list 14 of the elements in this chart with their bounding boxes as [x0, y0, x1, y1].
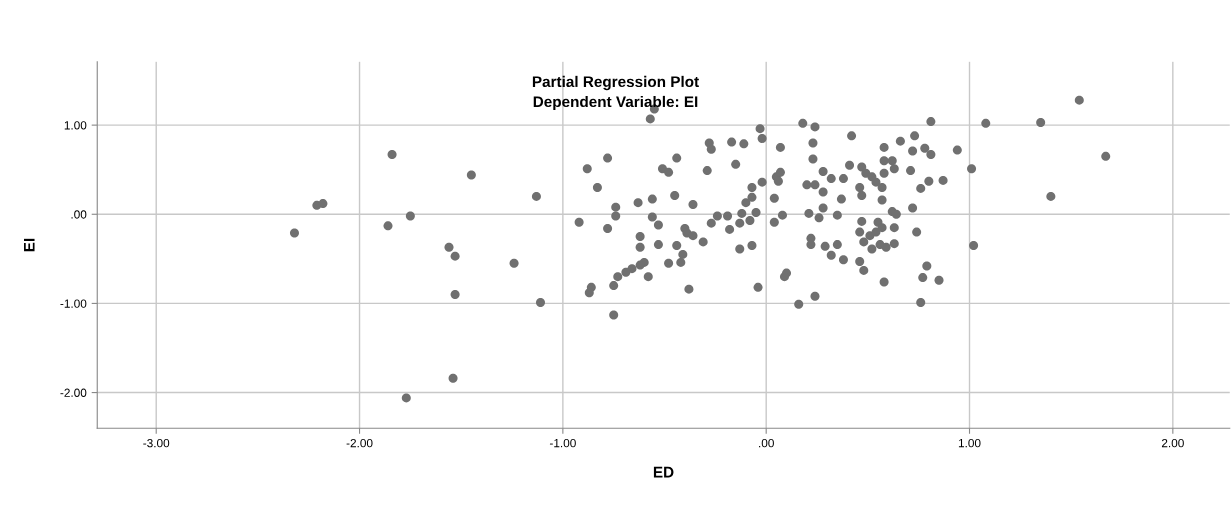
y-tick-label: -1.00: [60, 299, 87, 308]
x-tick-label: -3.00: [143, 438, 170, 448]
x-axis-title: ED: [653, 466, 674, 478]
x-tick-label: 1.00: [958, 438, 981, 448]
x-tick-label: -1.00: [549, 438, 576, 448]
x-tick-label: -2.00: [346, 438, 373, 448]
text: Dependent Variable: EI: [533, 95, 698, 111]
y-tick-label: 1.00: [64, 121, 87, 130]
y-axis-title: EI: [24, 238, 35, 252]
y-tick-label: .00: [71, 210, 87, 219]
x-tick-label: 2.00: [1161, 438, 1184, 448]
x-tick-label: .00: [759, 438, 774, 448]
text: Partial Regression Plot: [532, 75, 699, 91]
y-tick-label: -2.00: [60, 388, 87, 397]
